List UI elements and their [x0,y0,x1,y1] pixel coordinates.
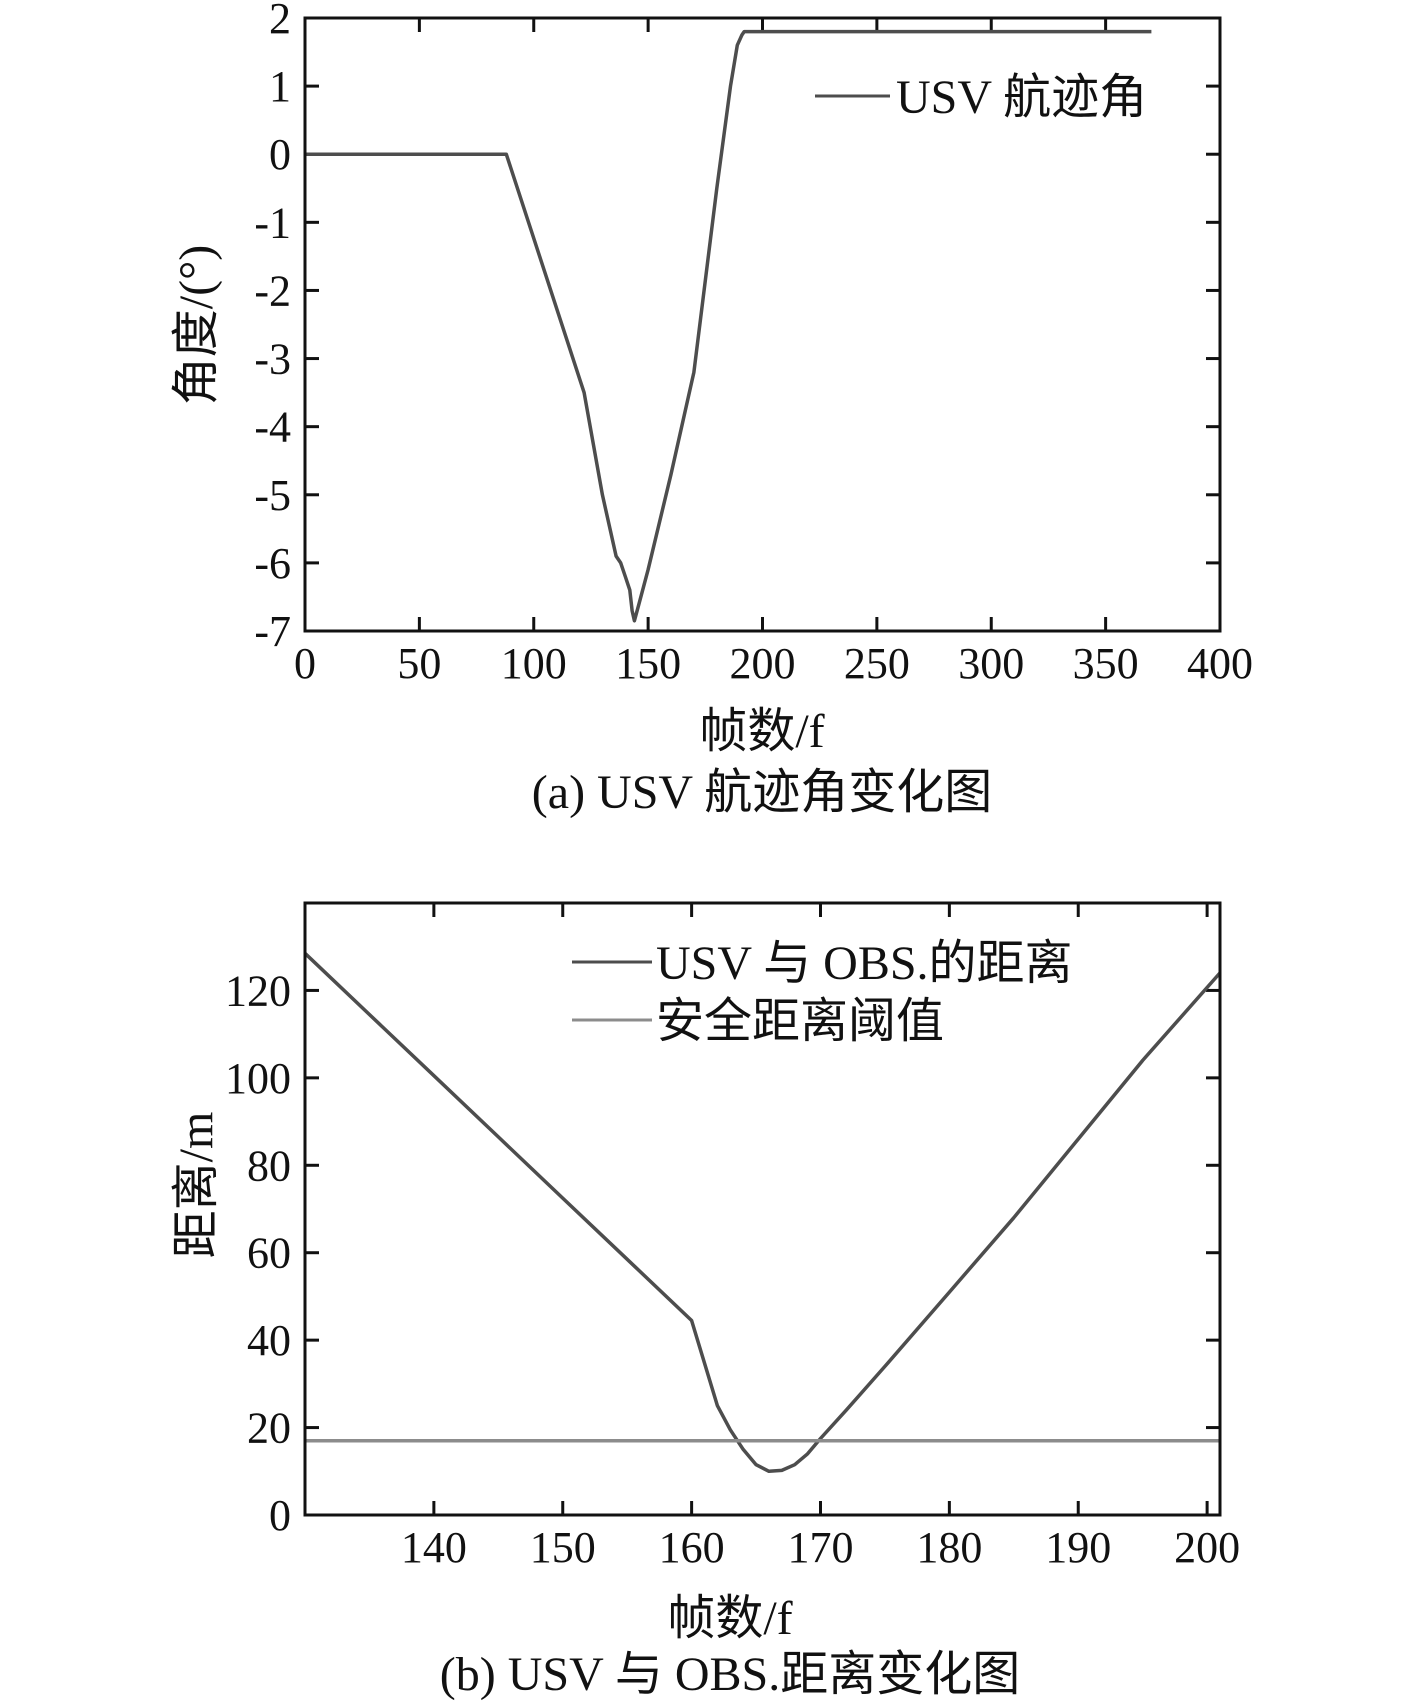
x-tick-label: 190 [1045,1523,1111,1572]
x-tick-label: 300 [958,639,1024,688]
y-tick-label: 20 [247,1404,291,1453]
chart-b-y-axis-label: 距离/m [170,1112,223,1259]
y-tick-label: -4 [254,403,291,452]
y-tick-label: -2 [254,266,291,315]
chart-b-legend: USV 与 OBS.的距离 安全距离阈值 [572,937,1073,1048]
chart-b-ticks: 140 150 160 170 180 190 200 0 20 40 60 80 100 120 [225,903,1240,1572]
y-tick-label: 2 [269,0,291,43]
x-tick-label: 250 [844,639,910,688]
x-tick-label: 180 [916,1523,982,1572]
chart-a-series [305,29,1152,623]
chart-b-series [303,952,1222,1474]
y-tick-label: -3 [254,335,291,384]
chart-b-plot-frame [303,901,1222,1517]
y-tick-label: 100 [225,1054,291,1103]
y-tick-label: 120 [225,966,291,1015]
chart-b-caption: (b) USV 与 OBS.距离变化图 [440,1648,1021,1701]
chart-a-caption: (a) USV 航迹角变化图 [532,766,992,819]
chart-a-plot-frame [303,16,1222,633]
x-tick-label: 170 [787,1523,853,1572]
x-tick-label: 200 [1174,1523,1240,1572]
x-tick-label: 0 [294,639,316,688]
x-tick-label: 150 [615,639,681,688]
y-tick-label: 80 [247,1141,291,1190]
legend-label-threshold: 安全距离阈值 [656,995,944,1048]
legend-label-usv-course: USV 航迹角 [896,71,1147,124]
chart-a-x-axis-label: 帧数/f [699,705,824,758]
series-line-a-0 [305,29,1152,623]
x-tick-label: 400 [1187,639,1253,688]
x-tick-label: 140 [401,1523,467,1572]
chart-b: 140 150 160 170 180 190 200 0 20 40 60 80 100 120 USV… [170,901,1240,1701]
chart-a-y-axis-label: 角度/(°) [170,245,223,406]
x-tick-label: 150 [530,1523,596,1572]
legend-label-distance: USV 与 OBS.的距离 [656,937,1073,990]
y-tick-label: 0 [269,130,291,179]
y-tick-label: -1 [254,198,291,247]
x-tick-label: 100 [501,639,567,688]
x-tick-label: 350 [1073,639,1139,688]
y-tick-label: 1 [269,62,291,111]
chart-a-ticks: 0 50 100 150 200 250 300 350 400 2 1 0 -1 -2 -3 -4 -5 -6 -… [254,0,1253,688]
y-tick-label: 40 [247,1316,291,1365]
x-tick-label: 160 [659,1523,725,1572]
y-tick-label: 0 [269,1491,291,1540]
chart-b-x-axis-label: 帧数/f [667,1592,792,1645]
y-tick-label: -6 [254,539,291,588]
chart-a: 0 50 100 150 200 250 300 350 400 2 1 0 -1 -2 -3 -4 -5 -6 -… [170,0,1253,819]
chart-a-legend: USV 航迹角 [815,71,1147,124]
y-tick-label: -7 [254,607,291,656]
x-tick-label: 200 [730,639,796,688]
series-line-b-0 [303,952,1222,1474]
y-tick-label: 60 [247,1229,291,1278]
y-tick-label: -5 [254,471,291,520]
x-tick-label: 50 [397,639,441,688]
